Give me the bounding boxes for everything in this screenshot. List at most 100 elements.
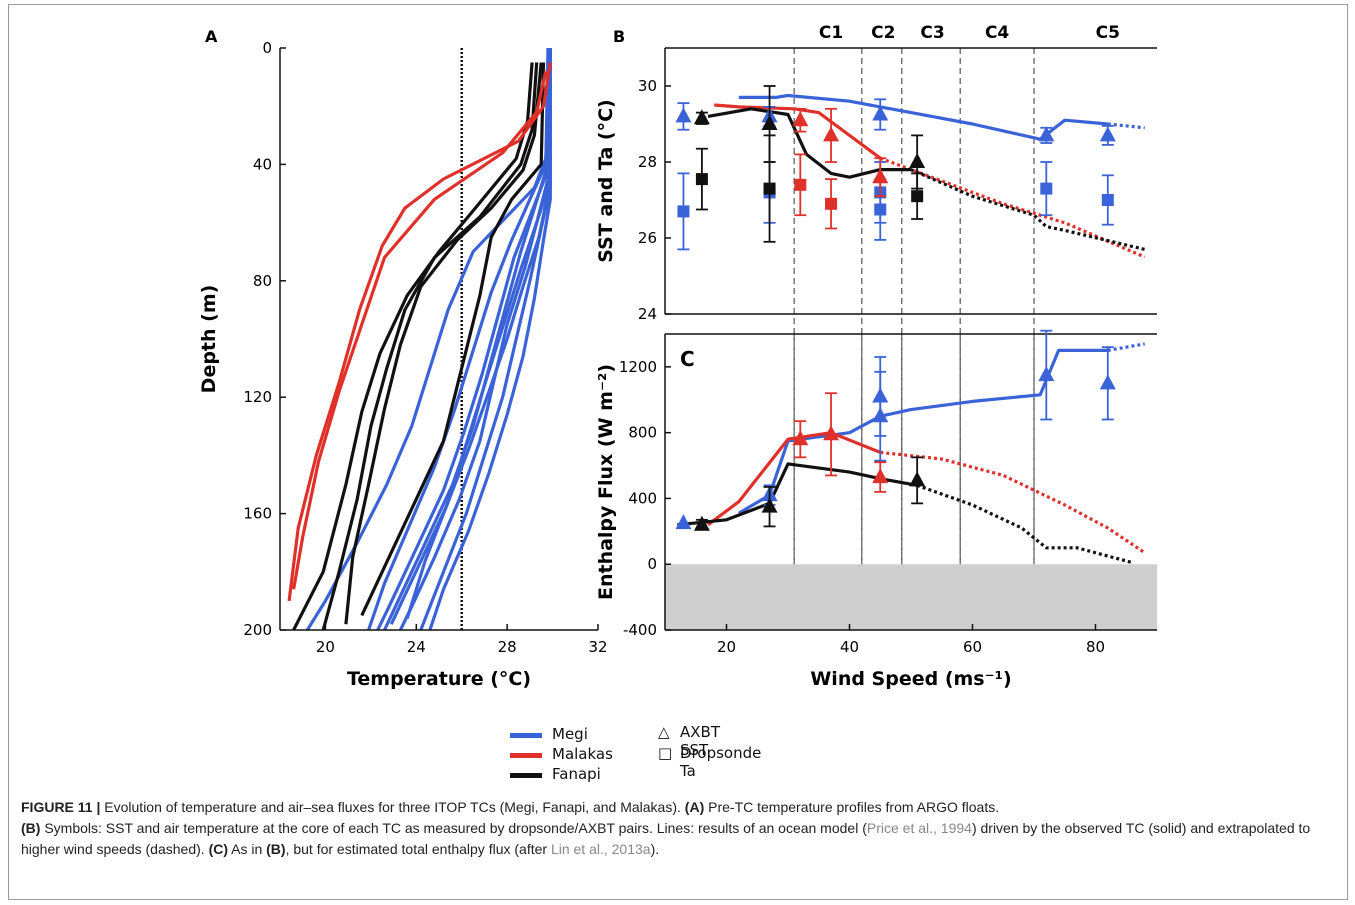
c-axbt-marker-malakas bbox=[872, 468, 889, 484]
panel-c-ytick-label: 1200 bbox=[619, 358, 657, 376]
c-axbt-marker-fanapi bbox=[909, 471, 926, 487]
c-axbt-marker-megi bbox=[1038, 366, 1055, 382]
profile-malakas-1 bbox=[292, 70, 548, 590]
c-axbt-marker-malakas bbox=[792, 430, 809, 446]
panel-c-lines bbox=[677, 342, 1146, 565]
panel-a-xtick-label: 20 bbox=[316, 638, 335, 656]
profile-megi-6 bbox=[376, 48, 552, 630]
legend: Megi Malakas Fanapi △ AXBT SST □ Dropson… bbox=[510, 720, 910, 790]
profile-megi-3 bbox=[389, 48, 552, 625]
figure-frame bbox=[8, 4, 1348, 900]
b-axbt-marker-malakas bbox=[872, 168, 889, 184]
panel-a-xtick-label: 32 bbox=[588, 638, 607, 656]
profile-megi-7 bbox=[405, 48, 552, 619]
triangle-symbol-icon: △ bbox=[658, 723, 670, 741]
flux-dashed-fanapi bbox=[916, 483, 1133, 565]
model-solid-malakas bbox=[714, 103, 882, 160]
b-dropsonde-marker-megi bbox=[1040, 182, 1053, 195]
b-axbt-marker-megi bbox=[675, 107, 692, 123]
panel-c-ytick-label: -400 bbox=[623, 621, 657, 639]
c-axbt-marker-malakas bbox=[823, 425, 840, 441]
b-axbt-marker-fanapi bbox=[909, 153, 926, 168]
c-axbt-marker-megi bbox=[872, 407, 889, 423]
profile-megi-5 bbox=[428, 48, 552, 630]
b-dropsonde-marker-fanapi bbox=[911, 190, 924, 203]
c-axbt-marker-fanapi bbox=[761, 497, 778, 513]
category-label-c4: C4 bbox=[985, 23, 1009, 43]
b-dropsonde-marker-malakas bbox=[794, 178, 807, 191]
category-label-c3: C3 bbox=[920, 23, 944, 43]
b-dropsonde-marker-malakas bbox=[825, 197, 838, 210]
flux-dashed-megi bbox=[1107, 342, 1145, 352]
panel-a-xtick-label: 24 bbox=[407, 638, 426, 656]
caption-tag-b: (B) bbox=[21, 820, 41, 836]
panel-a-ytick-label: 120 bbox=[243, 388, 272, 406]
panel-b-ytick-label: 30 bbox=[638, 77, 657, 95]
legend-swatch-fanapi bbox=[510, 773, 542, 778]
profile-fanapi-2 bbox=[344, 62, 543, 625]
category-label-c1: C1 bbox=[819, 23, 843, 43]
legend-label-dropsonde: Dropsonde Ta bbox=[680, 744, 762, 780]
panel-b-ytick-label: 28 bbox=[638, 153, 657, 171]
b-dropsonde-marker-megi bbox=[677, 205, 690, 218]
panel-a-xlabel: Temperature (°C) bbox=[347, 668, 531, 690]
caption-text-1: Evolution of temperature and air–sea flu… bbox=[100, 799, 685, 815]
square-symbol-icon: □ bbox=[658, 744, 673, 762]
model-dashed-fanapi bbox=[910, 168, 1146, 251]
legend-label-malakas: Malakas bbox=[552, 745, 613, 763]
caption-ref-price[interactable]: Price et al., 1994 bbox=[866, 820, 972, 836]
b-dropsonde-marker-fanapi bbox=[763, 182, 776, 195]
panel-c-xtick-label: 40 bbox=[840, 638, 859, 656]
flux-solid-malakas bbox=[707, 431, 881, 527]
caption-ref-lin[interactable]: Lin et al., 2013a bbox=[550, 841, 651, 857]
b-axbt-marker-megi bbox=[872, 105, 889, 121]
profile-fanapi-3 bbox=[360, 62, 546, 617]
negative-flux-shade bbox=[665, 564, 1157, 630]
legend-swatch-megi bbox=[510, 733, 542, 738]
panel-b: B C1 C2 C3 C4 C5 24 26 28 30 SST and Ta (°C) bbox=[595, 23, 1157, 630]
b-axbt-marker-megi bbox=[1099, 126, 1116, 142]
category-label-c2: C2 bbox=[871, 23, 895, 43]
b-axbt-marker-fanapi bbox=[693, 109, 710, 125]
figure-caption: FIGURE 11 | Evolution of temperature and… bbox=[21, 797, 1341, 860]
panel-a-label: A bbox=[205, 27, 218, 46]
panel-c-ylabel: Enthalpy Flux (W m⁻²) bbox=[595, 364, 617, 600]
panel-c-ytick-label: 0 bbox=[647, 555, 657, 573]
panel-b-label: B bbox=[613, 27, 625, 46]
caption-figure-number: FIGURE 11 | bbox=[21, 799, 101, 815]
caption-text-3: Symbols: SST and air temperature at the … bbox=[40, 820, 867, 836]
caption-tag-a: (A) bbox=[684, 799, 705, 815]
c-axbt-marker-megi bbox=[675, 514, 692, 530]
panel-a-ytick-label: 40 bbox=[253, 155, 272, 173]
panel-a-xtick-label: 28 bbox=[498, 638, 517, 656]
panel-c-xlabel: Wind Speed (ms⁻¹) bbox=[810, 668, 1011, 690]
c-axbt-marker-megi bbox=[1099, 374, 1116, 390]
profile-fanapi-0 bbox=[292, 62, 534, 630]
model-solid-fanapi bbox=[707, 107, 911, 179]
caption-text-6: , but for estimated total enthalpy flux … bbox=[285, 841, 551, 857]
panel-c-label: C bbox=[680, 347, 695, 371]
c-axbt-marker-fanapi bbox=[693, 515, 710, 531]
caption-tag-c: (C) bbox=[208, 841, 228, 857]
b-axbt-marker-megi bbox=[1038, 126, 1055, 142]
legend-label-fanapi: Fanapi bbox=[552, 765, 601, 783]
panel-c-xtick-label: 60 bbox=[963, 638, 982, 656]
legend-swatch-malakas bbox=[510, 753, 542, 758]
panel-a-ytick-label: 160 bbox=[243, 505, 272, 523]
panel-c: C -400 0 400 800 1200 20 40 60 80 Wind Speed (ms⁻¹… bbox=[595, 329, 1157, 690]
panel-b-ytick-label: 24 bbox=[638, 305, 657, 323]
panel-a-ytick-label: 200 bbox=[243, 621, 272, 639]
caption-text-2: Pre-TC temperature profiles from ARGO fl… bbox=[704, 799, 1000, 815]
b-axbt-marker-malakas bbox=[823, 126, 840, 142]
caption-text-4: ) driven by the observed TC (solid) and … bbox=[21, 820, 1311, 857]
panel-a-profiles bbox=[287, 48, 552, 630]
b-dropsonde-marker-megi bbox=[874, 203, 887, 216]
category-label-c5: C5 bbox=[1096, 23, 1120, 43]
model-dashed-megi bbox=[1107, 122, 1145, 130]
panel-c-ytick-label: 800 bbox=[628, 424, 657, 442]
caption-text-5: As in bbox=[228, 841, 267, 857]
panel-c-ytick-label: 400 bbox=[628, 489, 657, 507]
caption-tag-b2: (B) bbox=[266, 841, 286, 857]
panel-a-ytick-label: 80 bbox=[253, 272, 272, 290]
